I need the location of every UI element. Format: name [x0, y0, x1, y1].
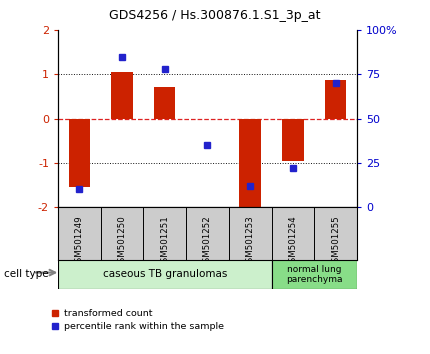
Bar — [154, 87, 175, 119]
Text: GSM501252: GSM501252 — [203, 215, 212, 268]
Text: normal lung
parenchyma: normal lung parenchyma — [286, 265, 342, 284]
Text: GSM501255: GSM501255 — [331, 215, 340, 268]
Text: GSM501249: GSM501249 — [75, 215, 84, 268]
Text: caseous TB granulomas: caseous TB granulomas — [103, 269, 227, 279]
Text: GSM501254: GSM501254 — [289, 215, 298, 268]
Text: cell type: cell type — [4, 269, 49, 279]
Bar — [271, 260, 357, 289]
Bar — [58, 260, 271, 289]
Bar — [111, 72, 133, 119]
Text: GSM501253: GSM501253 — [246, 215, 255, 268]
Legend: transformed count, percentile rank within the sample: transformed count, percentile rank withi… — [48, 306, 227, 335]
Bar — [240, 119, 261, 207]
Text: GSM501251: GSM501251 — [160, 215, 169, 268]
Bar — [325, 80, 346, 119]
Bar — [282, 119, 304, 161]
Text: GDS4256 / Hs.300876.1.S1_3p_at: GDS4256 / Hs.300876.1.S1_3p_at — [109, 9, 321, 22]
Text: GSM501250: GSM501250 — [117, 215, 126, 268]
Bar — [69, 119, 90, 187]
